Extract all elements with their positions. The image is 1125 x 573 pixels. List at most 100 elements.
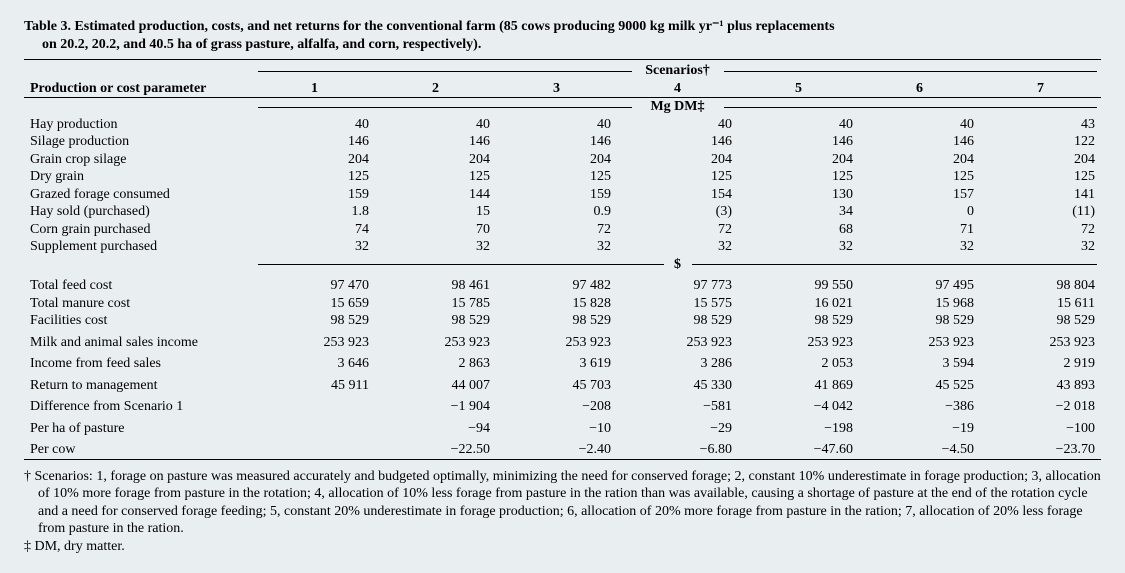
cell-value: 32 [617,238,738,256]
col-2: 2 [375,80,496,98]
cell-value: 253 923 [980,330,1101,352]
row-label: Hay sold (purchased) [24,203,254,221]
cell-value: 98 804 [980,273,1101,295]
cell-value: 146 [617,133,738,151]
cell-value: 98 461 [375,273,496,295]
cell-value: 3 619 [496,351,617,373]
cell-value: 122 [980,133,1101,151]
cell-value: 204 [738,151,859,169]
cell-value: −208 [496,394,617,416]
cell-value: 72 [617,221,738,239]
footnotes: † Scenarios: 1, forage on pasture was me… [24,468,1101,556]
cell-value: 146 [496,133,617,151]
row-label: Facilities cost [24,312,254,330]
table-row: Corn grain purchased74707272687172 [24,221,1101,239]
param-header: Production or cost parameter [24,80,254,98]
cell-value: 34 [738,203,859,221]
cell-value: 40 [617,116,738,134]
data-table: Scenarios† Production or cost parameter … [24,59,1101,462]
cell-value: 97 482 [496,273,617,295]
cell-value: 159 [254,186,375,204]
row-label: Income from feed sales [24,351,254,373]
cell-value: −1 904 [375,394,496,416]
cell-value: 130 [738,186,859,204]
block-returns: Return to management45 91144 00745 70345… [24,373,1101,460]
table-row: Total manure cost15 65915 78515 82815 57… [24,295,1101,313]
row-label: Supplement purchased [24,238,254,256]
cell-value: −2.40 [496,437,617,459]
cell-value: 144 [375,186,496,204]
unit-mg-dm: Mg DM‡ [254,98,1101,116]
cell-value: 146 [375,133,496,151]
col-1: 1 [254,80,375,98]
cell-value: 68 [738,221,859,239]
table-row: Hay sold (purchased)1.8150.9(3)340(11) [24,203,1101,221]
cell-value [254,437,375,459]
cell-value: −22.50 [375,437,496,459]
cell-value: 15 575 [617,295,738,313]
row-label: Total feed cost [24,273,254,295]
cell-value: 253 923 [496,330,617,352]
cell-value: 15 968 [859,295,980,313]
cell-value: 253 923 [738,330,859,352]
cell-value: 43 893 [980,373,1101,395]
cell-value: 99 550 [738,273,859,295]
cell-value: −23.70 [980,437,1101,459]
cell-value: 44 007 [375,373,496,395]
cell-value: 40 [738,116,859,134]
caption-line2: on 20.2, 20.2, and 40.5 ha of grass past… [24,36,1101,54]
cell-value: 70 [375,221,496,239]
cell-value: 0 [859,203,980,221]
cell-value: 146 [254,133,375,151]
cell-value: 253 923 [859,330,980,352]
row-label: Grain crop silage [24,151,254,169]
cell-value: −47.60 [738,437,859,459]
cell-value: 204 [254,151,375,169]
cell-value [254,394,375,416]
cell-value: 40 [496,116,617,134]
cell-value: 2 053 [738,351,859,373]
row-label: Total manure cost [24,295,254,313]
cell-value: 141 [980,186,1101,204]
cell-value: 41 869 [738,373,859,395]
cell-value: 97 773 [617,273,738,295]
table-row: Milk and animal sales income253 923253 9… [24,330,1101,352]
cell-value: 146 [738,133,859,151]
cell-value: 72 [496,221,617,239]
cell-value: 32 [375,238,496,256]
cell-value: 32 [496,238,617,256]
cell-value: 45 330 [617,373,738,395]
cell-value: −6.80 [617,437,738,459]
cell-value: 159 [496,186,617,204]
cell-value: 45 911 [254,373,375,395]
table-row: Hay production40404040404043 [24,116,1101,134]
cell-value: 16 021 [738,295,859,313]
cell-value: 98 529 [496,312,617,330]
cell-value: 15 [375,203,496,221]
cell-value: 32 [254,238,375,256]
cell-value: 125 [254,168,375,186]
table-row: Per cow−22.50−2.40−6.80−47.60−4.50−23.70 [24,437,1101,459]
row-label: Milk and animal sales income [24,330,254,352]
cell-value: 204 [980,151,1101,169]
cell-value: 253 923 [617,330,738,352]
cell-value: 204 [375,151,496,169]
col-3: 3 [496,80,617,98]
cell-value: 125 [859,168,980,186]
cell-value: 15 828 [496,295,617,313]
table-row: Difference from Scenario 1 −1 904−208−581… [24,394,1101,416]
cell-value: 154 [617,186,738,204]
cell-value: −581 [617,394,738,416]
cell-value: 2 919 [980,351,1101,373]
cell-value: 98 529 [375,312,496,330]
block-costs: Total feed cost97 47098 46197 48297 7739… [24,273,1101,330]
cell-value: −386 [859,394,980,416]
cell-value: 204 [617,151,738,169]
table-row: Per ha of pasture−94−10−29−198−19−100 [24,416,1101,438]
row-label: Difference from Scenario 1 [24,394,254,416]
footnote-dagger: † Scenarios: 1, forage on pasture was me… [24,468,1101,538]
cell-value: 3 646 [254,351,375,373]
cell-value: 125 [617,168,738,186]
cell-value: 125 [738,168,859,186]
cell-value: 157 [859,186,980,204]
